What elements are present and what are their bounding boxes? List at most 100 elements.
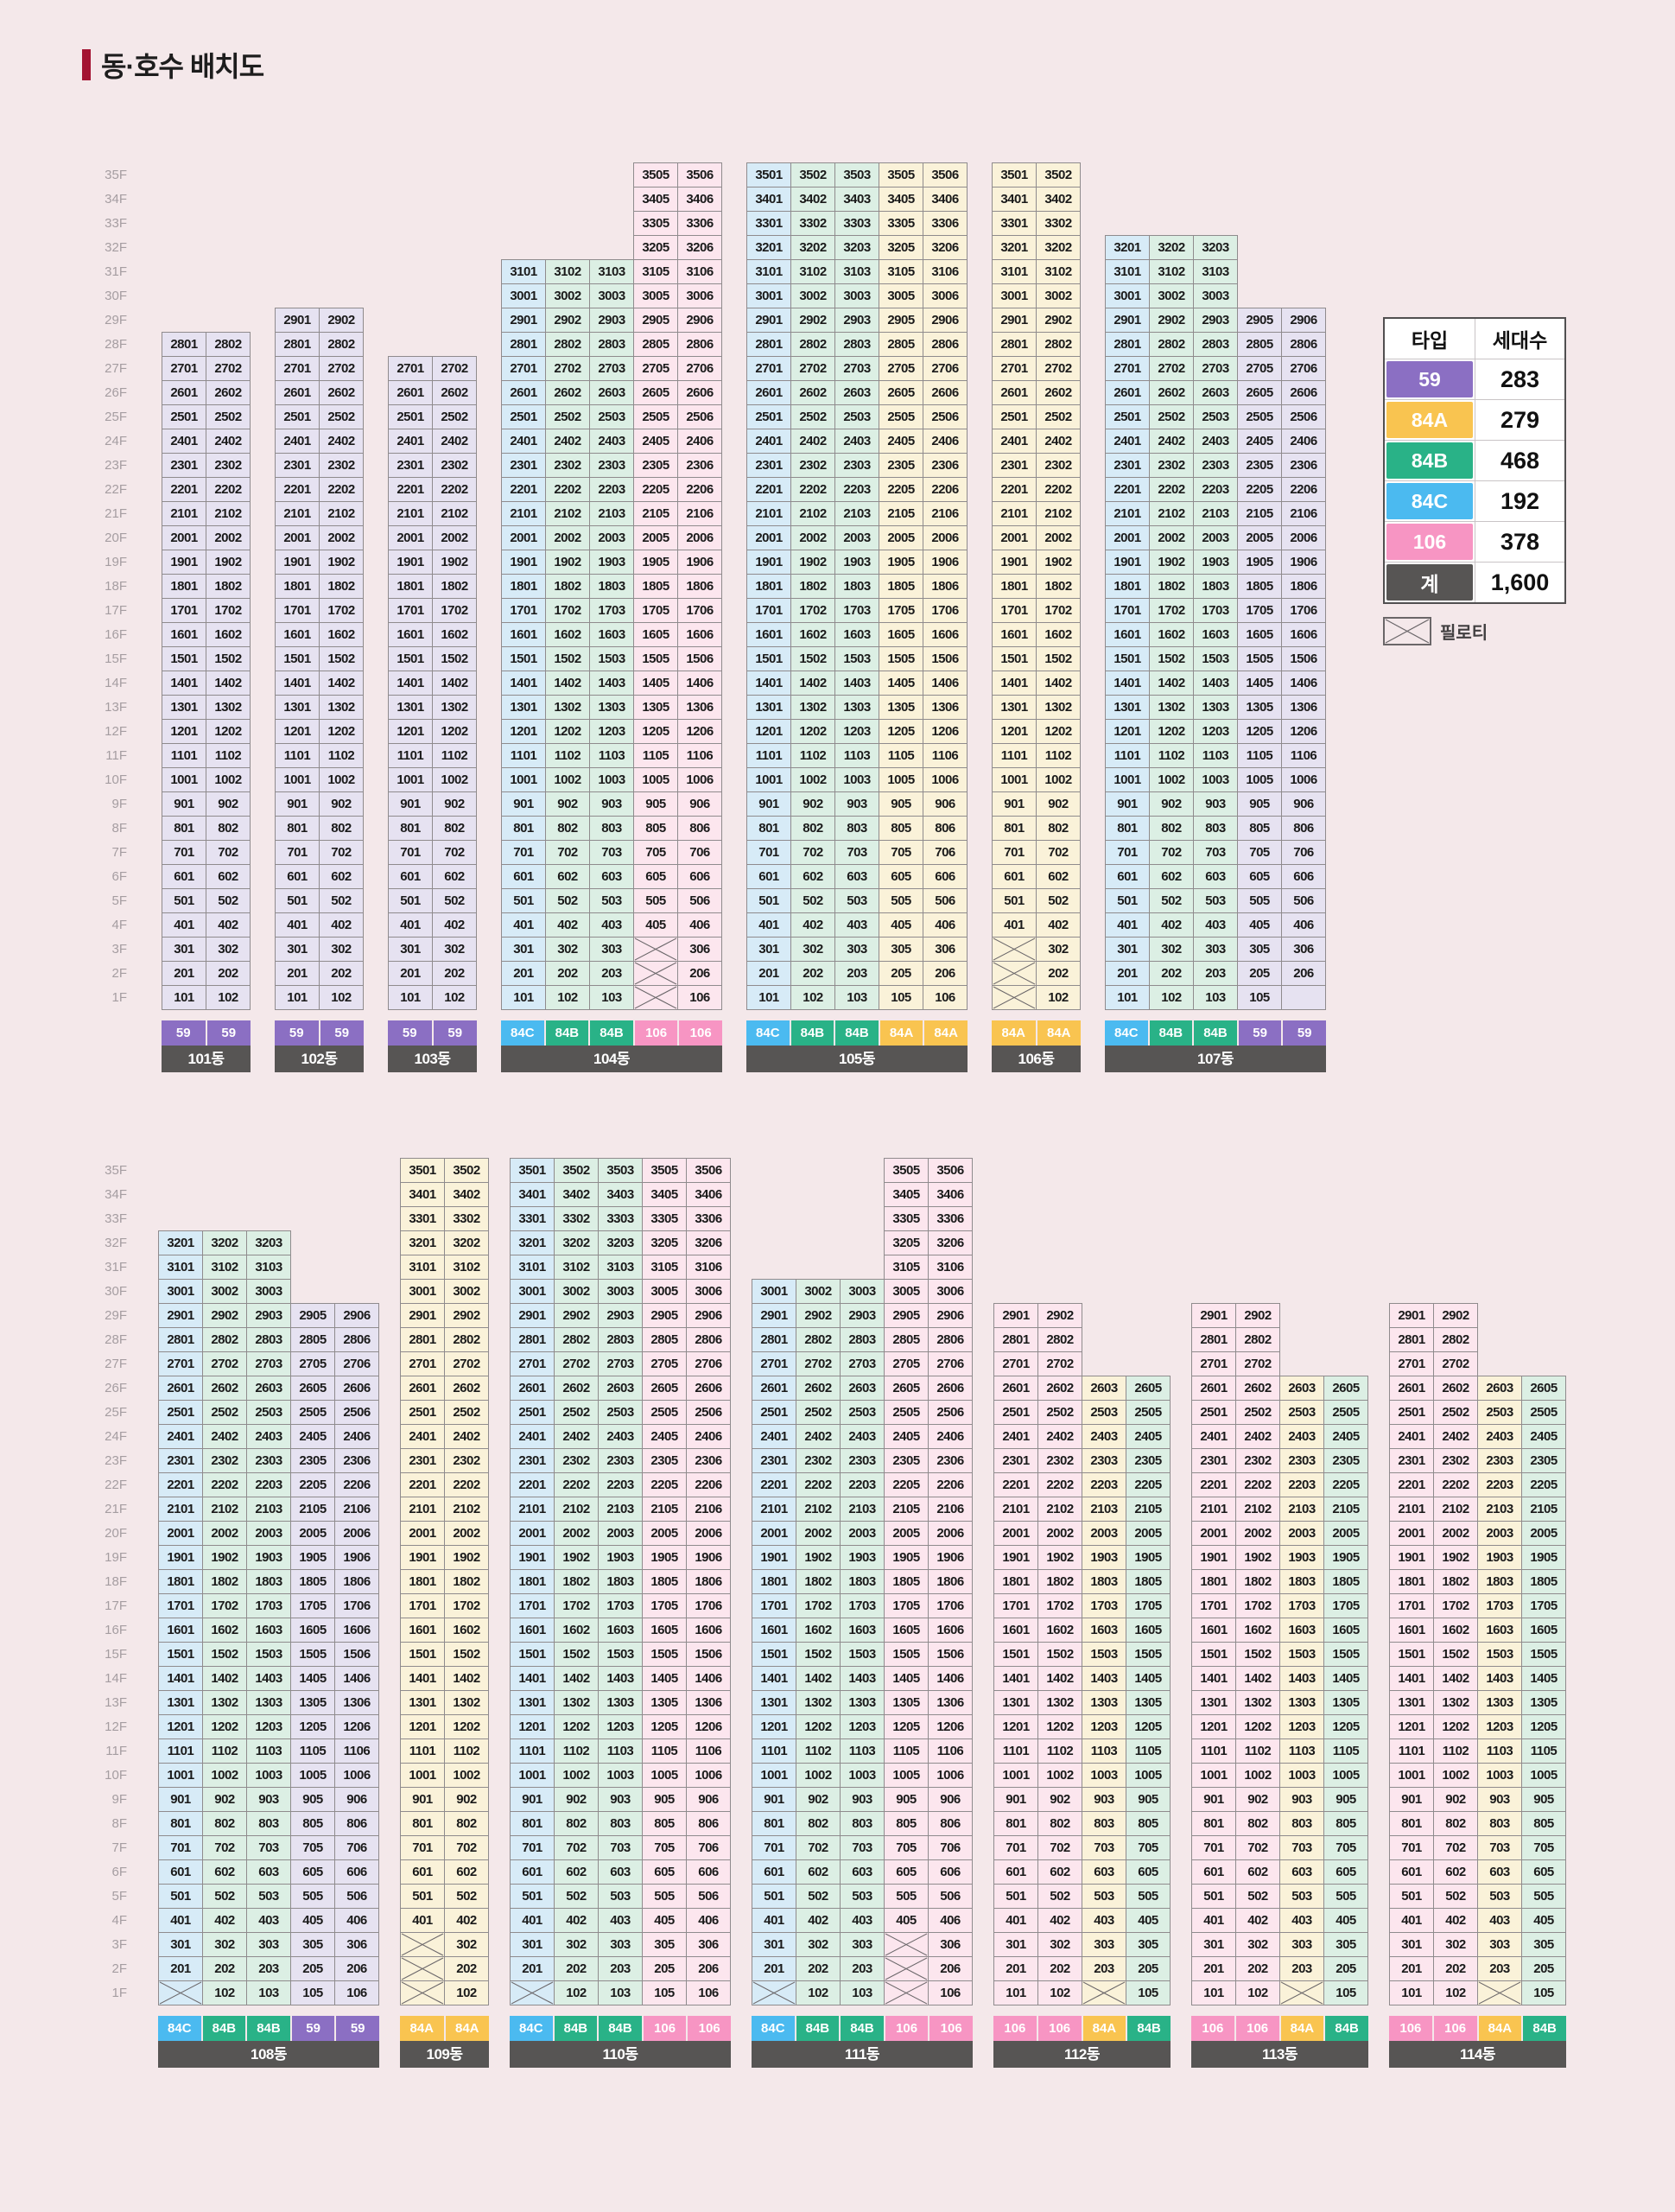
- unit-cell: 2702: [432, 356, 477, 381]
- unit-cell: 1501: [501, 646, 546, 671]
- unit-cell: 1201: [1105, 719, 1150, 744]
- unit-cell: 3505: [884, 1158, 929, 1183]
- unit-cell: 1201: [501, 719, 546, 744]
- unit-cell: 206: [928, 1956, 973, 1981]
- legend-count: 283: [1475, 359, 1564, 399]
- floor-label: 32F: [105, 240, 127, 255]
- unit-cell: 1801: [275, 574, 320, 599]
- unit-cell: 3403: [598, 1182, 643, 1207]
- unit-cell: 1902: [554, 1545, 599, 1570]
- unit-cell: 1303: [1477, 1690, 1522, 1715]
- unit-cell: 1806: [928, 1569, 973, 1594]
- unit-cell: 2605: [879, 380, 923, 405]
- unit-cell: 2501: [752, 1400, 796, 1425]
- unit-cell: 1305: [633, 695, 678, 720]
- unit-cell: 1002: [202, 1763, 247, 1788]
- unit-cell: 3102: [1036, 259, 1081, 284]
- unit-cell: 3302: [790, 211, 835, 236]
- type-chip: 59: [1281, 1020, 1326, 1046]
- unit-cell: 902: [202, 1787, 247, 1812]
- unit-cell: 102: [1036, 985, 1081, 1010]
- unit-cell: 905: [633, 791, 678, 817]
- unit-cell: 101: [1105, 985, 1150, 1010]
- unit-cell: 3101: [400, 1255, 445, 1280]
- unit-cell: 1306: [928, 1690, 973, 1715]
- unit-cell: 2405: [1521, 1424, 1566, 1449]
- unit-cell: 302: [206, 937, 251, 962]
- unit-cell: 1005: [884, 1763, 929, 1788]
- unit-cell: 401: [400, 1908, 445, 1933]
- unit-cell: 605: [1126, 1859, 1171, 1885]
- unit-cell: 2801: [992, 332, 1037, 357]
- unit-cell: 2102: [1149, 501, 1194, 526]
- type-chip: 59: [162, 1020, 206, 1046]
- unit-cell: 1902: [545, 550, 590, 575]
- unit-cell: 802: [202, 1811, 247, 1836]
- unit-cell: 602: [790, 864, 835, 889]
- unit-cell: 2502: [1149, 404, 1194, 429]
- unit-cell: 1302: [554, 1690, 599, 1715]
- unit-cell: 1802: [1036, 574, 1081, 599]
- unit-cell: 1701: [1105, 598, 1150, 623]
- unit-cell: 1901: [1105, 550, 1150, 575]
- unit-cell: 201: [388, 961, 433, 986]
- unit-cell: 105: [1323, 1980, 1368, 2005]
- unit-cell: 1301: [746, 695, 791, 720]
- unit-cell: 1306: [1281, 695, 1326, 720]
- unit-cell: 203: [1193, 961, 1238, 986]
- unit-cell: 2302: [1433, 1448, 1478, 1473]
- unit-cell: 403: [246, 1908, 291, 1933]
- legend-type-chip: 106: [1386, 524, 1473, 560]
- unit-cell: 2601: [162, 380, 206, 405]
- unit-cell: 2002: [319, 525, 364, 550]
- type-chip: 84A: [992, 1020, 1036, 1046]
- unit-cell: 1905: [1237, 550, 1282, 575]
- unit-cell: 1606: [334, 1618, 379, 1643]
- legend-row: 84B 468: [1385, 440, 1564, 480]
- unit-cell: 1305: [642, 1690, 687, 1715]
- unit-cell: 2701: [275, 356, 320, 381]
- unit-cell: 2905: [884, 1303, 929, 1328]
- floor-label: 25F: [105, 1405, 127, 1420]
- piloti-cell: [633, 961, 678, 986]
- unit-cell: 702: [432, 840, 477, 865]
- type-bar: 84A 84A: [992, 1020, 1081, 1046]
- unit-cell: 2906: [686, 1303, 731, 1328]
- unit-cell: 1903: [598, 1545, 643, 1570]
- unit-cell: 303: [589, 937, 634, 962]
- unit-cell: 1501: [992, 646, 1037, 671]
- unit-cell: 2101: [1389, 1497, 1434, 1522]
- unit-cell: 1502: [1433, 1642, 1478, 1667]
- unit-cell: 1803: [1082, 1569, 1126, 1594]
- unit-cell: 806: [686, 1811, 731, 1836]
- unit-column: 3202 3102 3002 2902 2802 2702 2602 2502 2402 2302…: [1149, 162, 1194, 1010]
- title-accent-bar: [82, 49, 91, 80]
- unit-cell: 1903: [834, 550, 879, 575]
- unit-cell: 2405: [290, 1424, 335, 1449]
- unit-cell: 2101: [993, 1497, 1038, 1522]
- type-chip: 106: [641, 2016, 687, 2041]
- floor-label: 33F: [105, 1211, 127, 1226]
- unit-cell: 1202: [1037, 1714, 1082, 1739]
- unit-cell: 206: [686, 1956, 731, 1981]
- unit-cell: 2301: [1191, 1448, 1236, 1473]
- unit-cell: 102: [1037, 1980, 1082, 2005]
- unit-cell: 1002: [432, 767, 477, 792]
- unit-cell: 2805: [879, 332, 923, 357]
- unit-cell: 803: [1279, 1811, 1324, 1836]
- unit-cell: 505: [879, 888, 923, 913]
- unit-cell: 802: [1149, 816, 1194, 841]
- unit-cell: 2501: [158, 1400, 203, 1425]
- unit-cell: 202: [444, 1956, 489, 1981]
- unit-cell: 603: [1477, 1859, 1522, 1885]
- unit-cell: 3002: [554, 1279, 599, 1304]
- unit-cell: 1402: [545, 671, 590, 696]
- unit-cell: 2402: [1235, 1424, 1280, 1449]
- unit-cell: 1003: [598, 1763, 643, 1788]
- unit-cell: 3002: [796, 1279, 841, 1304]
- unit-cell: 905: [1237, 791, 1282, 817]
- unit-cell: 3105: [884, 1255, 929, 1280]
- unit-cell: 2402: [202, 1424, 247, 1449]
- type-bar: 59 59: [388, 1020, 477, 1046]
- unit-cell: 405: [633, 912, 678, 938]
